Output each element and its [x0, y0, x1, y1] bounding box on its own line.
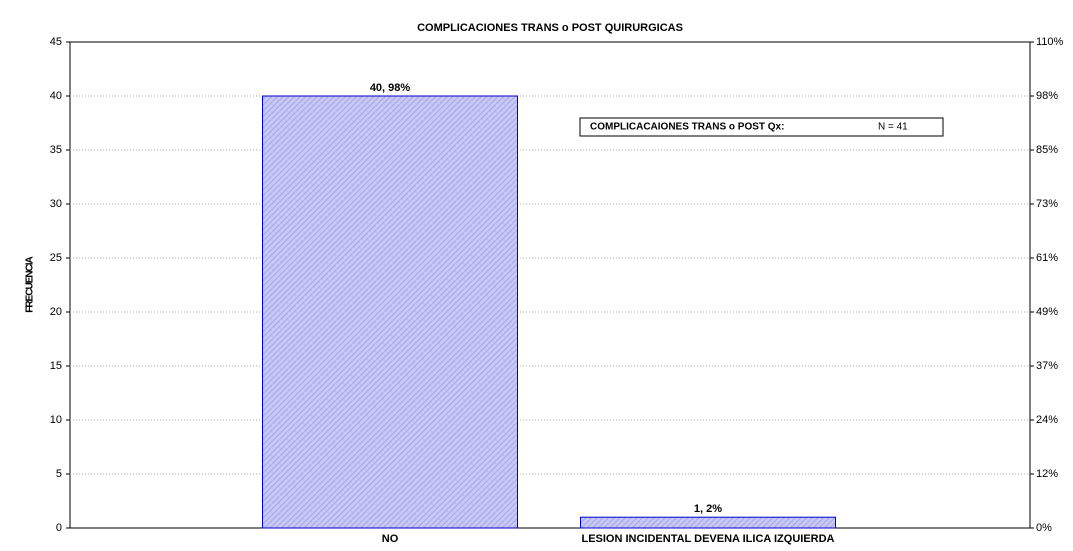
y-tick-label: 45 [50, 36, 62, 48]
y2-tick-label: 110% [1036, 36, 1064, 48]
y-tick-label: 40 [50, 90, 62, 102]
plot-frame [69, 41, 1031, 529]
legend-box [579, 117, 944, 137]
y2-tick-label: 49% [1036, 306, 1058, 318]
y-axis-label: FRECUENCIA [25, 256, 36, 312]
y2-tick-label: 98% [1036, 90, 1058, 102]
y-tick-label: 20 [50, 306, 62, 318]
y2-tick-label: 0% [1036, 522, 1052, 534]
annotation: N = 41 [878, 122, 908, 133]
bar [262, 95, 518, 529]
y-tick-label: 30 [50, 198, 62, 210]
y-tick-label: 5 [56, 468, 62, 480]
value-label: 1, 2% [694, 503, 722, 515]
y2-tick-label: 37% [1036, 360, 1058, 372]
y-tick-label: 10 [50, 414, 62, 426]
y2-tick-label: 85% [1036, 144, 1058, 156]
y-tick-label: 35 [50, 144, 62, 156]
y2-tick-label: 12% [1036, 468, 1058, 480]
y2-tick-label: 73% [1036, 198, 1058, 210]
x-tick-label: NO [382, 533, 399, 545]
x-tick-label: LESION INCIDENTAL DEVENA ILICA IZQUIERDA [581, 533, 834, 545]
y-tick-label: 15 [50, 360, 62, 372]
value-label: 40, 98% [370, 82, 411, 94]
chart-title: COMPLICACIONES TRANS o POST QUIRURGICAS [417, 22, 683, 34]
y2-tick-label: 24% [1036, 414, 1058, 426]
y-tick-label: 25 [50, 252, 62, 264]
y2-tick-label: 61% [1036, 252, 1058, 264]
annotation: COMPLICACAIONES TRANS o POST Qx: [590, 122, 784, 133]
bar [580, 516, 836, 529]
y-tick-label: 0 [56, 522, 62, 534]
